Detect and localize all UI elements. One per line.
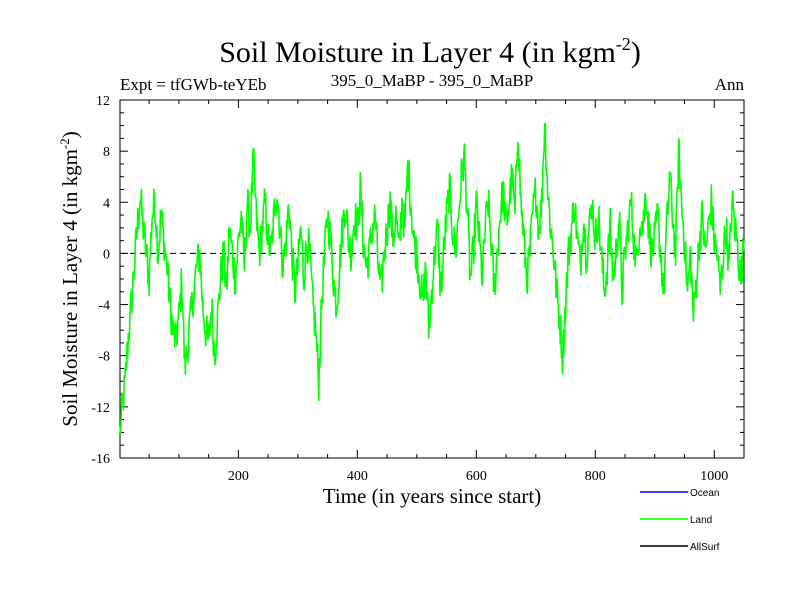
x-tick-label: 600 xyxy=(466,469,487,484)
y-axis-ticks: -16 -12 -8 -4 0 4 8 12 xyxy=(91,94,744,467)
subtitle-season: Ann xyxy=(715,75,745,94)
legend: Ocean Land AllSurf xyxy=(640,488,720,553)
x-tick-label: 1000 xyxy=(700,469,728,484)
subtitle-expt: Expt = tfGWb-teYEb xyxy=(120,75,267,94)
series-group xyxy=(119,122,745,435)
legend-label-land: Land xyxy=(690,515,712,526)
y-tick-label: 0 xyxy=(103,247,110,262)
subtitle-period: 395_0_MaBP - 395_0_MaBP xyxy=(331,71,533,90)
x-axis-ticks: 200 400 600 800 1000 xyxy=(148,100,745,484)
y-tick-label: -4 xyxy=(98,299,110,314)
y-tick-label: 12 xyxy=(96,94,110,109)
y-tick-label: -16 xyxy=(91,452,110,467)
series-line-land xyxy=(119,122,745,435)
legend-label-ocean: Ocean xyxy=(690,488,719,499)
y-axis-label: Soil Moisture in Layer 4 (in kgm-2) xyxy=(57,131,82,426)
y-tick-label: 8 xyxy=(103,145,110,160)
x-tick-label: 400 xyxy=(347,469,368,484)
y-tick-label: 4 xyxy=(103,196,110,211)
y-tick-label: -8 xyxy=(98,350,110,365)
chart-title: Soil Moisture in Layer 4 (in kgm-2) xyxy=(219,34,641,69)
legend-label-allsurf: AllSurf xyxy=(690,542,720,553)
x-axis-label: Time (in years since start) xyxy=(323,484,542,508)
plot-frame xyxy=(119,99,745,459)
x-tick-label: 800 xyxy=(585,469,606,484)
y-tick-label: -12 xyxy=(91,401,110,416)
x-tick-label: 200 xyxy=(228,469,249,484)
